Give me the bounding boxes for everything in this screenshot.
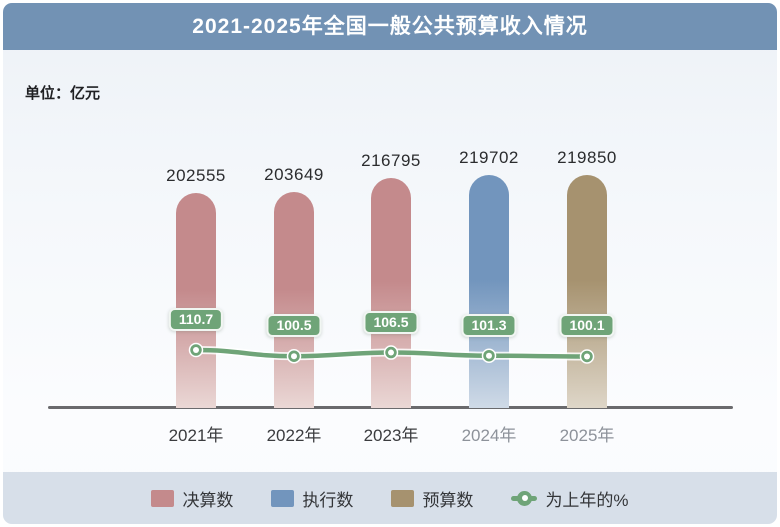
page-title: 2021-2025年全国一般公共预算收入情况 <box>192 15 588 38</box>
legend-item-final-accounts: 决算数 <box>151 486 233 511</box>
budget-swatch-icon <box>391 489 415 507</box>
trend-marker-hole <box>388 349 394 356</box>
percent-badge: 100.5 <box>266 314 322 338</box>
trend-marker-hole <box>193 347 199 353</box>
trend-marker-hole <box>584 353 590 360</box>
legend-label: 为上年的% <box>545 490 629 510</box>
trend-line-icon <box>511 490 538 507</box>
bar-value-label: 216795 <box>361 151 421 170</box>
bar-2024年 <box>469 175 509 408</box>
percent-badge: 100.1 <box>559 314 615 338</box>
trend-marker-hole <box>486 352 492 359</box>
x-axis-label: 2021年 <box>168 426 224 445</box>
unit-label: 单位：亿元 <box>25 85 101 102</box>
bar-value-label: 219702 <box>459 148 519 167</box>
bar-value-label: 202555 <box>166 166 226 185</box>
execution-swatch-icon <box>271 489 295 507</box>
bar-2023年 <box>371 178 411 408</box>
legend-label: 决算数 <box>182 490 234 510</box>
legend: 决算数 执行数 预算数 为上年的% <box>3 472 777 524</box>
x-axis-label: 2023年 <box>363 426 419 445</box>
bar-value-label: 203649 <box>264 165 324 184</box>
title-bar: 2021-2025年全国一般公共预算收入情况 <box>3 3 777 50</box>
legend-label: 执行数 <box>302 490 354 510</box>
bar-2021年 <box>176 193 216 408</box>
legend-label: 预算数 <box>422 490 474 510</box>
bar-2025年 <box>567 175 607 408</box>
trend-marker-hole <box>291 353 297 360</box>
x-axis-label: 2025年 <box>559 426 615 445</box>
infographic-card: 2021-2025年全国一般公共预算收入情况 单位：亿元 决算数 执行数 预算数 <box>3 3 777 524</box>
percent-badge: 106.5 <box>363 310 419 334</box>
final-accounts-swatch-icon <box>151 489 175 507</box>
percent-badge: 101.3 <box>461 313 517 337</box>
trend-line-dot-hole <box>521 495 528 501</box>
legend-item-budget: 预算数 <box>391 486 473 511</box>
legend-item-execution: 执行数 <box>271 486 353 511</box>
x-axis-label: 2024年 <box>461 426 517 445</box>
legend-item-yoy-percent: 为上年的% <box>511 486 629 511</box>
bar-2022年 <box>274 192 314 408</box>
percent-badge: 110.7 <box>168 308 224 331</box>
bar-value-label: 219850 <box>557 148 617 167</box>
x-axis-label: 2022年 <box>266 426 322 445</box>
